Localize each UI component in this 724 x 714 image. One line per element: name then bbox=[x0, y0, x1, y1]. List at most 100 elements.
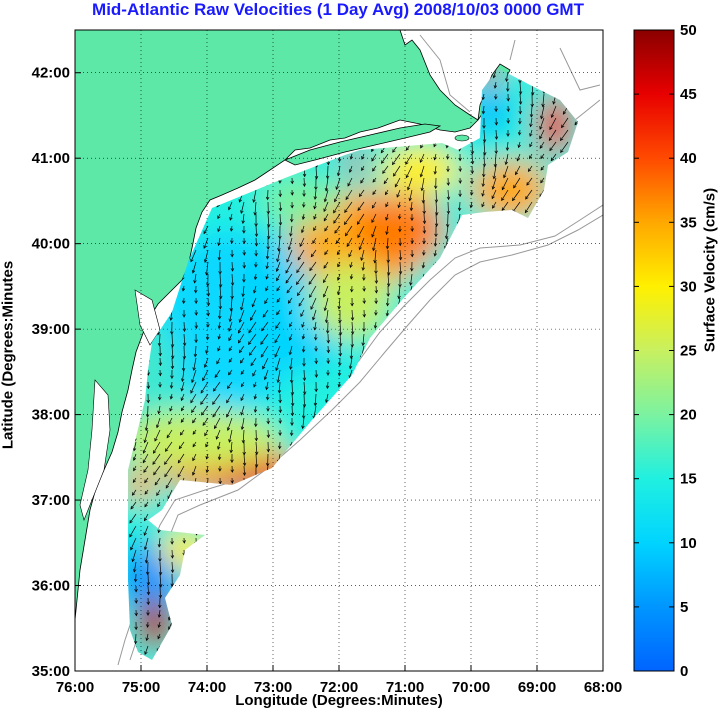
velocity-arrow bbox=[383, 177, 389, 184]
velocity-arrow bbox=[515, 165, 521, 175]
velocity-arrow-head bbox=[180, 419, 185, 423]
velocity-arrow bbox=[276, 309, 281, 315]
velocity-arrow-head bbox=[230, 480, 234, 484]
velocity-arrow-head bbox=[529, 155, 533, 160]
velocity-arrow bbox=[253, 285, 257, 293]
velocity-arrow-head bbox=[313, 196, 318, 200]
velocity-arrow bbox=[447, 189, 450, 200]
velocity-arrow-head bbox=[392, 161, 396, 166]
y-tick-label: 38:00 bbox=[32, 407, 70, 424]
velocity-arrow bbox=[357, 201, 365, 211]
velocity-arrow bbox=[181, 381, 185, 392]
velocity-arrow-head bbox=[145, 571, 150, 576]
velocity-arrow-head bbox=[144, 651, 148, 655]
velocity-arrow-head bbox=[549, 147, 553, 152]
velocity-arrow bbox=[218, 333, 221, 340]
velocity-arrow-head bbox=[446, 168, 450, 173]
velocity-arrow bbox=[303, 177, 305, 187]
velocity-arrow-head bbox=[275, 367, 279, 372]
velocity-arrow-head bbox=[470, 160, 475, 165]
velocity-arrow-head bbox=[217, 335, 221, 340]
velocity-arrow bbox=[494, 81, 497, 89]
velocity-arrow bbox=[274, 345, 281, 358]
velocity-arrow-head bbox=[240, 359, 244, 364]
colorbar-tick-label: 45 bbox=[680, 86, 697, 103]
velocity-arrow-head bbox=[386, 283, 391, 287]
velocity-arrow-head bbox=[361, 342, 365, 347]
velocity-arrow-head bbox=[360, 257, 364, 261]
velocity-arrow bbox=[227, 417, 233, 431]
velocity-arrow bbox=[144, 477, 149, 483]
velocity-arrow bbox=[206, 465, 209, 473]
velocity-arrow-head bbox=[346, 243, 350, 248]
velocity-arrow-head bbox=[309, 294, 313, 298]
velocity-arrow-head bbox=[470, 180, 474, 185]
velocity-arrow-head bbox=[242, 279, 246, 283]
velocity-arrow bbox=[169, 405, 173, 412]
velocity-arrow-head bbox=[254, 451, 259, 456]
velocity-arrow bbox=[291, 381, 293, 395]
x-axis-ticks: 76:00 75:00 74:00 73:00 72:00 71:00 70:00 69:00… bbox=[56, 665, 622, 696]
velocity-arrow-head bbox=[323, 198, 328, 203]
velocity-arrow bbox=[228, 357, 233, 363]
velocity-arrow bbox=[242, 429, 245, 443]
velocity-arrow-head bbox=[228, 347, 232, 352]
velocity-arrow-head bbox=[458, 168, 462, 172]
velocity-arrow-head bbox=[288, 311, 293, 315]
velocity-arrow-head bbox=[158, 571, 163, 576]
velocity-arrow-head bbox=[296, 281, 300, 285]
velocity-arrow-head bbox=[348, 253, 352, 258]
velocity-arrow bbox=[524, 201, 533, 213]
velocity-arrow-head bbox=[212, 401, 216, 405]
velocity-arrow bbox=[267, 393, 269, 400]
velocity-arrow bbox=[303, 369, 305, 381]
velocity-arrow-head bbox=[506, 88, 510, 92]
velocity-arrow-head bbox=[242, 230, 246, 234]
velocity-arrow-head bbox=[265, 396, 270, 401]
velocity-arrow-head bbox=[132, 479, 137, 483]
velocity-arrow-head bbox=[254, 437, 259, 442]
velocity-arrow-head bbox=[206, 324, 210, 328]
velocity-arrow bbox=[276, 261, 281, 272]
velocity-arrow bbox=[398, 213, 401, 220]
velocity-arrow-head bbox=[446, 196, 451, 201]
velocity-arrow-head bbox=[170, 375, 174, 380]
velocity-arrow-head bbox=[492, 175, 496, 180]
velocity-arrow bbox=[327, 381, 329, 389]
velocity-arrow bbox=[279, 213, 281, 226]
velocity-arrow-head bbox=[374, 270, 378, 275]
velocity-arrow-head bbox=[156, 492, 160, 497]
velocity-arrow-head bbox=[314, 348, 318, 352]
velocity-arrow bbox=[248, 321, 257, 333]
velocity-arrow bbox=[482, 105, 485, 114]
velocity-arrow bbox=[482, 93, 485, 100]
velocity-arrow-head bbox=[398, 228, 402, 233]
velocity-arrow bbox=[191, 405, 197, 413]
velocity-arrow-head bbox=[296, 269, 300, 274]
velocity-arrow bbox=[392, 153, 401, 165]
velocity-arrow bbox=[493, 69, 497, 78]
velocity-arrow-head bbox=[374, 280, 379, 284]
velocity-arrow-head bbox=[540, 167, 544, 171]
y-tick-label: 39:00 bbox=[32, 321, 70, 338]
velocity-arrow-head bbox=[524, 209, 529, 214]
velocity-arrow bbox=[264, 369, 269, 380]
velocity-arrow bbox=[350, 261, 353, 268]
velocity-arrow-head bbox=[410, 268, 414, 272]
velocity-arrow-head bbox=[434, 223, 439, 228]
y-tick-label: 41:00 bbox=[32, 150, 70, 167]
velocity-arrow bbox=[135, 633, 137, 644]
velocity-arrow bbox=[217, 441, 221, 450]
velocity-arrow-head bbox=[226, 427, 231, 431]
velocity-arrow-head bbox=[299, 243, 303, 247]
colorbar-tick-label: 30 bbox=[680, 278, 697, 295]
velocity-arrow bbox=[409, 189, 413, 201]
velocity-arrow-head bbox=[143, 546, 148, 551]
velocity-arrow bbox=[291, 429, 293, 436]
velocity-arrow bbox=[132, 549, 137, 562]
velocity-arrow-head bbox=[323, 307, 328, 312]
velocity-arrow-head bbox=[288, 337, 293, 341]
velocity-arrow-head bbox=[290, 180, 294, 185]
y-tick-label: 37:00 bbox=[32, 492, 70, 509]
velocity-arrow bbox=[279, 201, 281, 211]
